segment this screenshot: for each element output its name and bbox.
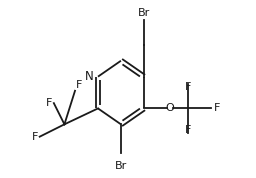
Text: Br: Br — [115, 161, 127, 171]
Text: F: F — [46, 98, 52, 108]
Text: Br: Br — [138, 8, 150, 18]
Text: O: O — [165, 103, 174, 113]
Text: N: N — [85, 70, 94, 83]
Text: F: F — [214, 103, 220, 113]
Text: F: F — [185, 82, 191, 92]
Text: F: F — [76, 80, 82, 90]
Text: F: F — [31, 132, 38, 142]
Text: F: F — [185, 125, 191, 135]
